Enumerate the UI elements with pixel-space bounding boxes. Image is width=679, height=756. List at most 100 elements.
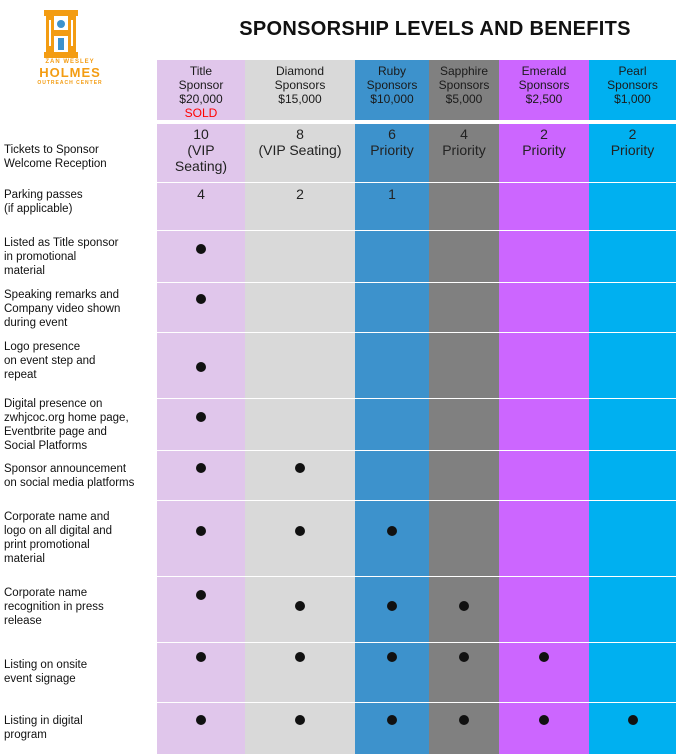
tier-name: Emerald — [521, 64, 567, 78]
included-dot-icon — [196, 590, 206, 600]
row-divider — [157, 702, 676, 703]
benefit-label-line: logo on all digital and — [4, 525, 113, 537]
tier-price: $5,000 — [445, 92, 483, 106]
tier-value-line: Priority — [522, 142, 566, 158]
included-dot-icon — [196, 362, 206, 372]
benefit-label: Digital presence on zwhjcoc.org home page… — [4, 397, 154, 453]
included-dot-icon — [196, 412, 206, 422]
benefit-label-line: Listing in digital — [4, 715, 83, 727]
tier-value: 1 — [355, 186, 429, 202]
tier-name: Sponsor — [178, 78, 224, 92]
benefit-label: Corporate name recognition in press releas… — [4, 586, 154, 628]
included-dot-icon — [295, 463, 305, 473]
benefit-label: Parking passes (if applicable) — [4, 188, 154, 216]
included-dot-icon — [295, 526, 305, 536]
logo-line2: HOLMES — [39, 65, 101, 80]
tier-name: Sponsors — [366, 78, 418, 92]
benefit-label-line: Speaking remarks and — [4, 289, 120, 301]
tier-price: $1,000 — [614, 92, 651, 106]
tier-value-line: (VIP — [187, 142, 215, 158]
tier-name: Title — [189, 64, 213, 78]
row-divider — [157, 576, 676, 577]
included-dot-icon — [196, 715, 206, 725]
column-pearl-sponsors — [589, 124, 676, 754]
benefit-label-line: in promotional — [4, 251, 77, 263]
benefit-label-line: release — [4, 615, 42, 627]
header-diamond-sponsors: Diamond Sponsors $15,000 — [245, 60, 355, 120]
column-sapphire-sponsors — [429, 124, 499, 754]
tier-price: $2,500 — [525, 92, 563, 106]
tier-name: Sponsors — [438, 78, 490, 92]
tier-value: 2 Priority — [499, 126, 589, 158]
benefit-label-line: during event — [4, 317, 68, 329]
row-divider — [157, 332, 676, 333]
included-dot-icon — [539, 652, 549, 662]
tier-value-line: 4 — [460, 126, 468, 142]
included-dot-icon — [196, 244, 206, 254]
benefit-label-line: recognition in press — [4, 601, 104, 613]
tier-name: Sponsors — [518, 78, 570, 92]
header-title-sponsor: Title Sponsor $20,000 SOLD — [157, 60, 245, 120]
included-dot-icon — [387, 601, 397, 611]
tier-value-line: 8 — [296, 126, 304, 142]
column-ruby-sponsors — [355, 124, 429, 754]
row-divider — [157, 500, 676, 501]
included-dot-icon — [459, 652, 469, 662]
benefit-label-line: Eventbrite page and — [4, 426, 107, 438]
tier-value: 2 — [245, 186, 355, 202]
row-divider — [157, 182, 676, 183]
tier-name: Sponsors — [274, 78, 326, 92]
tier-name: Diamond — [275, 64, 325, 78]
benefit-label-line: Listing on onsite — [4, 659, 88, 671]
row-divider — [157, 642, 676, 643]
included-dot-icon — [196, 652, 206, 662]
row-divider — [157, 398, 676, 399]
benefit-label-line: event signage — [4, 673, 76, 685]
included-dot-icon — [387, 715, 397, 725]
benefit-label: Logo presence on event step and repeat — [4, 340, 154, 382]
tier-value-line: 4 — [197, 186, 205, 202]
included-dot-icon — [295, 601, 305, 611]
included-dot-icon — [196, 463, 206, 473]
header-pearl-sponsors: Pearl Sponsors $1,000 — [589, 60, 676, 120]
column-diamond-sponsors — [245, 124, 355, 754]
logo-building-icon — [44, 10, 78, 58]
included-dot-icon — [295, 715, 305, 725]
column-emerald-sponsors — [499, 124, 589, 754]
benefit-label-line: Welcome Reception — [4, 158, 107, 170]
benefit-label-line: (if applicable) — [4, 203, 73, 215]
benefit-label-line: Logo presence — [4, 341, 81, 353]
benefit-label-line: on social media platforms — [4, 477, 135, 489]
benefit-label: Tickets to Sponsor Welcome Reception — [4, 143, 154, 171]
included-dot-icon — [459, 715, 469, 725]
tier-value: 6 Priority — [355, 126, 429, 158]
included-dot-icon — [459, 601, 469, 611]
tier-value-line: Seating) — [174, 158, 228, 174]
benefit-label: Listing on onsite event signage — [4, 658, 154, 686]
benefit-label: Listing in digital program — [4, 714, 154, 742]
benefit-label-line: Corporate name and — [4, 511, 110, 523]
row-divider — [157, 450, 676, 451]
tier-name: Pearl — [618, 64, 647, 78]
tier-value: 4 Priority — [429, 126, 499, 158]
benefit-label: Listed as Title sponsor in promotional mat… — [4, 236, 154, 278]
row-divider — [157, 282, 676, 283]
benefit-label-line: program — [4, 729, 47, 741]
benefit-label-line: on event step and — [4, 355, 96, 367]
benefit-label-line: Parking passes — [4, 189, 83, 201]
page-title: SPONSORSHIP LEVELS AND BENEFITS — [239, 18, 631, 40]
benefit-label-line: material — [4, 553, 45, 565]
tier-value-line: 2 — [628, 126, 637, 142]
tier-value-line: 2 — [540, 126, 548, 142]
benefit-label: Corporate name and logo on all digital an… — [4, 510, 154, 566]
tier-price: $20,000 — [179, 92, 223, 106]
tier-value-line: (VIP Seating) — [258, 142, 342, 158]
header-ruby-sponsors: Ruby Sponsors $10,000 — [355, 60, 429, 120]
tier-price: $10,000 — [370, 92, 414, 106]
tier-value-line: Priority — [370, 142, 414, 158]
included-dot-icon — [387, 526, 397, 536]
benefit-label-line: zwhjcoc.org home page, — [4, 412, 129, 424]
tier-value-line: 6 — [388, 126, 396, 142]
included-dot-icon — [295, 652, 305, 662]
included-dot-icon — [627, 715, 638, 725]
